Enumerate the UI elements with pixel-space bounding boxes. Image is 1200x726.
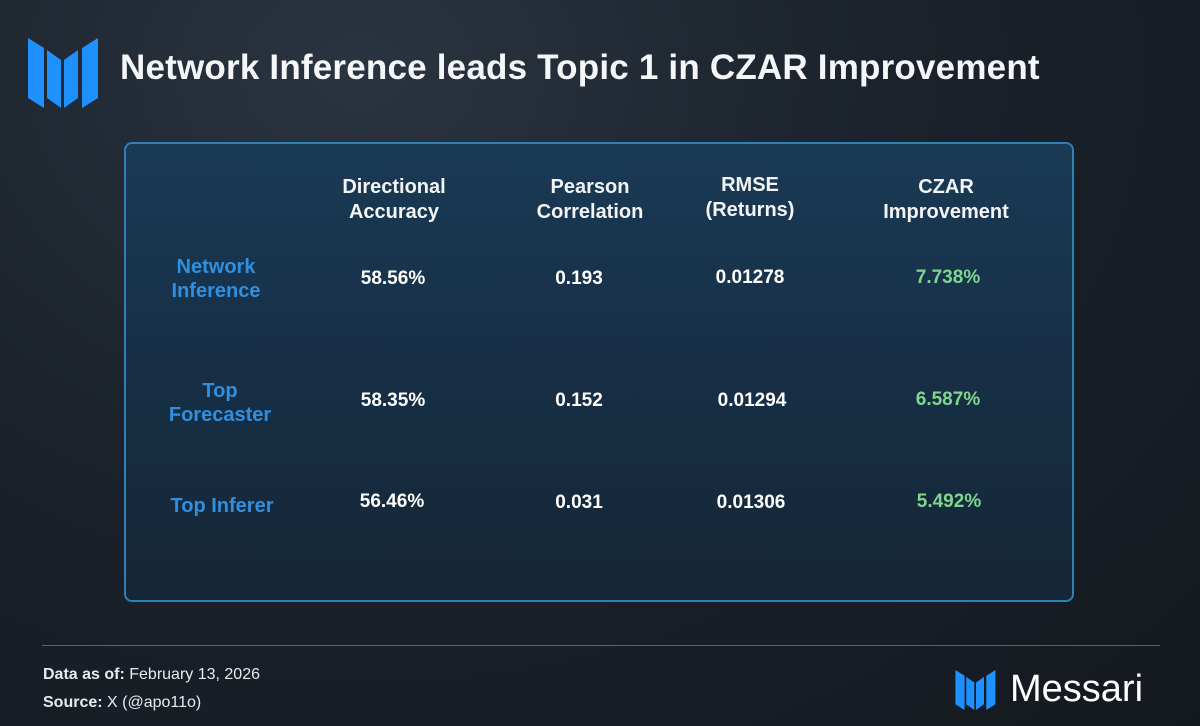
- page-title: Network Inference leads Topic 1 in CZAR …: [120, 48, 1040, 87]
- row-label-top-inferer: Top Inferer: [170, 495, 274, 517]
- results-table: Directional Accuracy Pearson Correlation R…: [124, 142, 1074, 602]
- table-cell: 0.01294: [717, 390, 787, 411]
- row-label-top-forecaster: Top Forecaster: [168, 380, 272, 426]
- footer-divider: [42, 645, 1160, 646]
- brand-name: Messari: [1010, 668, 1144, 710]
- messari-brand-icon: [955, 670, 996, 710]
- table-cell: 58.56%: [360, 268, 426, 289]
- table-cell: 0.01306: [716, 492, 786, 513]
- table-cell-czar: 6.587%: [915, 389, 981, 410]
- column-header-directional-accuracy: Directional Accuracy: [342, 176, 446, 223]
- table-cell: 0.031: [555, 492, 603, 513]
- row-label-network-inference: Network Inference: [171, 256, 261, 302]
- table-cell: 56.46%: [359, 491, 425, 512]
- table-cell: 0.01278: [715, 267, 785, 288]
- table-cell: 58.35%: [360, 390, 426, 411]
- data-as-of: Data as of: February 13, 2026: [43, 666, 260, 683]
- column-header-pearson-correlation: Pearson Correlation: [536, 176, 644, 223]
- source: Source: X (@apo11o): [43, 694, 202, 711]
- table-cell-czar: 5.492%: [916, 491, 982, 512]
- column-header-czar-improvement: CZAR Improvement: [883, 176, 1009, 223]
- column-header-rmse-returns: RMSE (Returns): [705, 174, 795, 221]
- messari-logo-icon: [28, 38, 98, 108]
- table-cell: 0.152: [555, 390, 603, 411]
- table-cell-czar: 7.738%: [915, 267, 981, 288]
- table-cell: 0.193: [555, 268, 603, 289]
